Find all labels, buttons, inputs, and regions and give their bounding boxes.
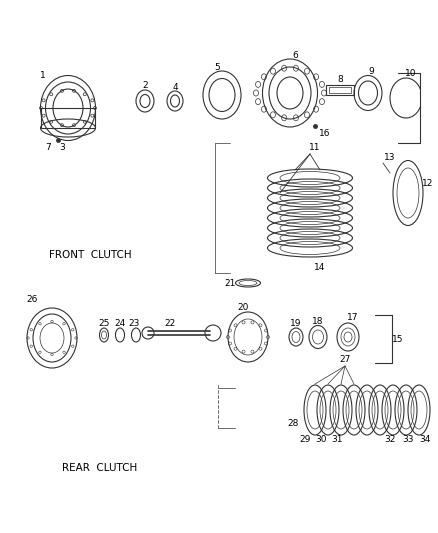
Text: 12: 12 (422, 179, 434, 188)
Text: 30: 30 (315, 435, 327, 445)
Text: 15: 15 (392, 335, 404, 343)
Text: 17: 17 (347, 312, 359, 321)
Text: 22: 22 (164, 319, 176, 327)
Text: 2: 2 (142, 82, 148, 91)
Text: FRONT  CLUTCH: FRONT CLUTCH (49, 250, 131, 260)
Text: 19: 19 (290, 319, 302, 327)
Text: 33: 33 (402, 435, 414, 445)
Bar (41, 108, 95, 128)
Text: REAR  CLUTCH: REAR CLUTCH (62, 463, 138, 473)
Text: 27: 27 (339, 356, 351, 365)
Bar (326, 85, 354, 95)
Text: 18: 18 (312, 317, 324, 326)
Bar (329, 87, 351, 93)
Text: 25: 25 (98, 319, 110, 327)
Text: 4: 4 (172, 83, 178, 92)
Text: 7: 7 (45, 143, 51, 152)
Text: 31: 31 (331, 435, 343, 445)
Text: 13: 13 (384, 154, 396, 163)
Text: 16: 16 (319, 128, 331, 138)
Text: 29: 29 (299, 435, 311, 445)
Text: 14: 14 (314, 263, 326, 272)
Text: 21: 21 (224, 279, 236, 287)
Text: 6: 6 (292, 51, 298, 60)
Text: 24: 24 (114, 319, 126, 327)
Text: 9: 9 (368, 67, 374, 76)
Text: 32: 32 (384, 435, 396, 445)
Text: 5: 5 (214, 62, 220, 71)
Text: 10: 10 (405, 69, 417, 77)
Text: 11: 11 (309, 143, 321, 152)
Text: 34: 34 (419, 435, 431, 445)
Text: 26: 26 (26, 295, 38, 304)
Text: 28: 28 (287, 418, 299, 427)
Text: 1: 1 (40, 70, 46, 79)
Text: 23: 23 (128, 319, 140, 327)
Text: 3: 3 (59, 143, 65, 152)
Text: 8: 8 (337, 76, 343, 85)
Text: 20: 20 (237, 303, 249, 311)
